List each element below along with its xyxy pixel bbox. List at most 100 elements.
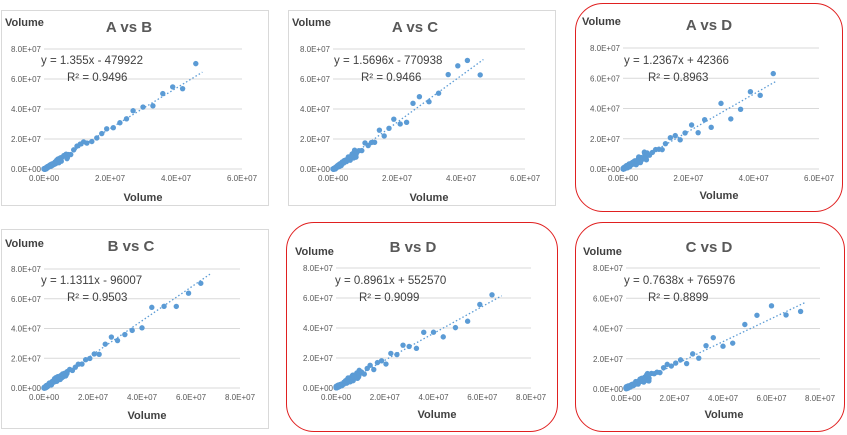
data-point [150,103,156,109]
r-squared-label: R² = 0.8963 [648,72,708,84]
data-point [730,340,736,346]
y-tick-label: 2.0E+07 [11,354,42,363]
chart-panel: 0.0E+00 2.0E+07 4.0E+07 6.0E+07 8.0E+07 0.0E+… [575,3,843,212]
chart-title: B vs D [390,239,437,256]
trend-line [625,301,806,389]
y-tick-label: 0.0E+00 [590,165,621,174]
data-point [114,337,121,344]
trend-equation: y = 1.5696x - 770938 [334,55,442,67]
x-tick-label: 0.0E+00 [321,393,352,402]
data-point [179,85,186,92]
x-tick-label: 8.0E+07 [225,393,256,402]
y-tick-label: 6.0E+07 [11,75,42,84]
x-tick-label: 2.0E+07 [95,174,126,183]
x-tick-label: 4.0E+07 [418,393,449,402]
trend-equation: y = 0.8961x + 552570 [335,275,446,287]
y-axis-label: Volume [295,246,334,258]
chart-title: A vs B [106,19,152,36]
x-tick-label: 4.0E+07 [446,174,477,183]
data-point [673,360,679,366]
chart-panel: 0.0E+00 2.0E+07 4.0E+07 6.0E+07 8.0E+07 0.0E+… [286,222,558,432]
data-point [430,329,437,335]
data-point [662,140,669,147]
data-point [367,362,373,368]
y-tick-label: 0.0E+00 [300,165,331,174]
x-tick-label: 4.0E+07 [161,174,192,183]
data-point [708,124,714,131]
x-tick-label: 4.0E+07 [739,174,770,183]
x-tick-label: 2.0E+07 [673,174,704,183]
x-axis-label: Volume [128,410,167,422]
data-point [381,133,387,139]
r-squared-label: R² = 0.8899 [648,292,708,304]
data-point [410,100,416,107]
y-tick-label: 4.0E+07 [11,105,42,114]
data-point [683,360,690,367]
x-axis-label: Volume [418,409,457,421]
x-tick-label: 0.0E+00 [318,174,349,183]
data-point [754,312,760,318]
data-point [371,139,378,145]
trend-line [43,273,211,389]
data-point [659,146,665,153]
x-tick-label: 6.0E+07 [227,174,258,183]
data-point [672,132,678,139]
y-tick-label: 6.0E+07 [300,75,331,84]
data-point [696,355,702,361]
data-point [386,125,392,131]
trend-line [43,71,203,170]
data-point [376,127,383,133]
data-point [747,89,754,95]
x-tick-label: 4.0E+07 [127,393,158,402]
data-point [371,366,377,373]
data-point [477,301,483,308]
data-point [193,60,199,67]
data-point [104,126,110,132]
data-point [173,303,179,310]
chart-title: C vs D [686,239,733,256]
y-tick-label: 4.0E+07 [303,324,334,333]
trend-line [622,80,777,170]
trend-line [332,58,484,170]
trend-equation: y = 1.1311x - 96007 [41,275,142,287]
scatter-chart: 0.0E+00 2.0E+07 4.0E+07 6.0E+07 8.0E+07 0.0E+… [295,239,547,421]
x-axis-label: Volume [700,190,739,202]
y-tick-label: 8.0E+07 [593,264,624,273]
data-point [139,325,145,331]
data-point [400,342,406,348]
data-point [413,345,420,352]
data-point [130,108,136,114]
y-tick-label: 0.0E+00 [11,165,42,174]
data-point [416,94,423,100]
data-point [689,351,696,357]
data-point [464,318,471,324]
trend-equation: y = 1.355x - 479922 [41,55,143,67]
data-point [185,290,192,296]
y-tick-label: 2.0E+07 [590,135,621,144]
y-tick-label: 4.0E+07 [11,325,42,334]
data-point [667,135,674,141]
trend-equation: y = 0.7638x + 765976 [624,275,735,287]
x-tick-label: 2.0E+07 [370,393,401,402]
y-tick-label: 8.0E+07 [590,44,621,53]
r-squared-label: R² = 0.9496 [67,72,127,84]
data-point [198,280,204,286]
y-tick-label: 8.0E+07 [11,265,42,274]
data-point [96,351,102,358]
chart-panel: 0.0E+00 2.0E+07 4.0E+07 6.0E+07 8.0E+07 0.0E+… [288,10,556,206]
y-tick-label: 4.0E+07 [300,105,331,114]
x-tick-label: 2.0E+07 [78,393,109,402]
x-axis-label: Volume [124,192,163,204]
data-point [87,355,93,362]
data-point [701,117,708,123]
x-tick-label: 6.0E+07 [756,394,787,403]
y-axis-label: Volume [583,246,622,258]
y-tick-label: 2.0E+07 [300,135,331,144]
chart-panel: 0.0E+00 2.0E+07 4.0E+07 6.0E+07 8.0E+07 0.0E+… [575,222,845,432]
data-point [455,63,461,69]
data-point [397,121,403,127]
data-point [89,138,95,145]
y-tick-label: 2.0E+07 [303,354,334,363]
r-squared-label: R² = 0.9466 [361,72,421,84]
y-axis-label: Volume [582,16,621,28]
